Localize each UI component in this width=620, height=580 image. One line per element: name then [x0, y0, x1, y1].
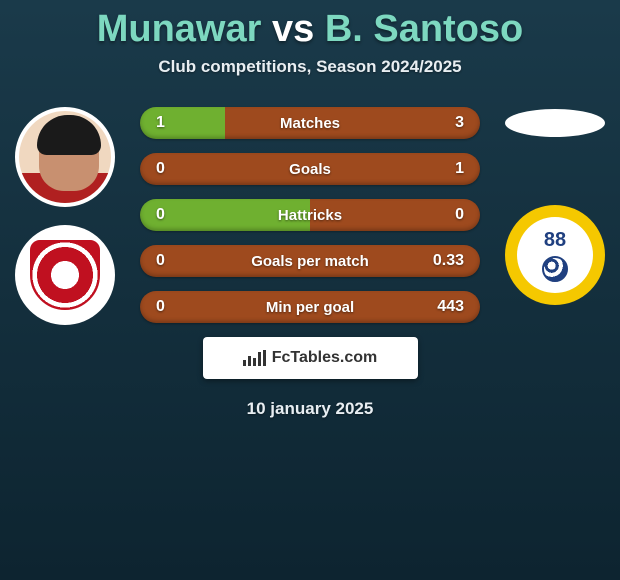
stat-left-value: 0 [156, 160, 196, 178]
date-text: 10 january 2025 [0, 399, 620, 419]
stat-right-value: 443 [424, 298, 464, 316]
stat-row: 0Hattricks0 [140, 199, 480, 231]
player1-club-badge [15, 225, 115, 325]
stat-right-value: 0.33 [424, 252, 464, 270]
stat-row: 0Goals1 [140, 153, 480, 185]
stat-row: 1Matches3 [140, 107, 480, 139]
stats-area: 1Matches30Goals10Hattricks00Goals per ma… [0, 107, 620, 325]
soccer-ball-icon [542, 256, 568, 282]
stat-right-value: 3 [424, 114, 464, 132]
stat-rows: 1Matches30Goals10Hattricks00Goals per ma… [140, 107, 480, 323]
stat-row: 0Min per goal443 [140, 291, 480, 323]
stat-label: Goals per match [196, 253, 424, 270]
left-column [10, 107, 120, 325]
right-column: 88 [500, 107, 610, 305]
stat-label: Goals [196, 161, 424, 178]
stat-label: Hattricks [196, 207, 424, 224]
stat-label: Matches [196, 115, 424, 132]
stat-left-value: 1 [156, 114, 196, 132]
stat-row: 0Goals per match0.33 [140, 245, 480, 277]
watermark: FcTables.com [203, 337, 418, 379]
player1-photo [15, 107, 115, 207]
player2-name: B. Santoso [325, 8, 523, 50]
stat-left-value: 0 [156, 298, 196, 316]
player2-photo-placeholder [505, 109, 605, 137]
player2-club-badge: 88 [505, 205, 605, 305]
player1-name: Munawar [97, 8, 262, 50]
club2-badge-number: 88 [544, 229, 566, 252]
subtitle: Club competitions, Season 2024/2025 [0, 57, 620, 77]
stat-right-value: 1 [424, 160, 464, 178]
vs-text: vs [272, 8, 314, 50]
stat-right-value: 0 [424, 206, 464, 224]
watermark-text: FcTables.com [272, 349, 378, 367]
page-title: Munawar vs B. Santoso [0, 0, 620, 51]
stat-label: Min per goal [196, 299, 424, 316]
bar-chart-icon [243, 350, 266, 366]
stat-left-value: 0 [156, 206, 196, 224]
stat-left-value: 0 [156, 252, 196, 270]
